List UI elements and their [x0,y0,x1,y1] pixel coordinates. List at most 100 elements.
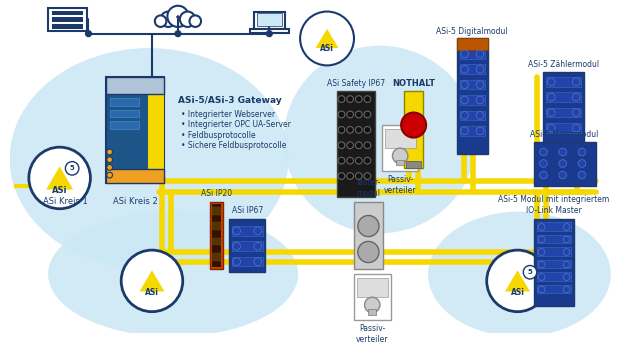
Bar [106,169,164,183]
Circle shape [540,171,547,179]
Circle shape [559,171,566,179]
Circle shape [338,127,345,133]
Bar [148,77,164,183]
Ellipse shape [428,212,611,337]
Circle shape [540,148,547,156]
Circle shape [364,157,371,164]
Circle shape [563,224,570,230]
Circle shape [266,31,272,37]
Bar [212,204,221,267]
Circle shape [232,227,241,235]
Circle shape [106,157,113,163]
Bar [229,219,265,272]
Circle shape [190,15,201,27]
Circle shape [364,142,371,149]
Bar [106,77,164,94]
Circle shape [392,148,408,164]
Circle shape [364,96,371,102]
Circle shape [338,96,345,102]
Text: ASi Safety IP67: ASi Safety IP67 [327,80,385,89]
Circle shape [461,81,469,89]
Circle shape [346,127,353,133]
Polygon shape [505,270,530,291]
Circle shape [254,258,261,265]
Bar [254,11,285,29]
Circle shape [254,227,261,235]
Bar [212,238,221,245]
Circle shape [338,173,345,180]
Circle shape [338,142,345,149]
Bar [537,260,571,268]
Text: NOTHALT: NOTHALT [392,79,435,88]
Bar [257,13,282,26]
Text: ASi-5 Zählermodul: ASi-5 Zählermodul [528,60,599,69]
Circle shape [346,96,353,102]
Text: • Sichere Feldbusprotocolle: • Sichere Feldbusprotocolle [181,142,286,151]
Circle shape [232,258,241,265]
Bar [546,123,581,133]
Ellipse shape [284,46,476,233]
Circle shape [538,236,545,243]
Circle shape [365,297,380,313]
Bar [106,77,164,183]
Circle shape [524,265,537,279]
Bar [537,235,571,243]
Circle shape [155,15,166,27]
Bar [457,38,488,50]
Circle shape [355,111,362,118]
Text: • Feldbusprotocolle: • Feldbusprotocolle [181,131,255,140]
Circle shape [538,249,545,255]
Circle shape [476,81,484,89]
Bar [357,278,387,297]
Circle shape [476,111,484,119]
Circle shape [358,216,379,237]
Circle shape [364,111,371,118]
Circle shape [86,31,91,37]
Text: Taster-
modul: Taster- modul [356,178,381,198]
Bar [406,161,421,169]
Circle shape [232,243,241,250]
Circle shape [461,50,469,58]
Circle shape [461,96,469,104]
Circle shape [540,160,547,167]
Bar [52,11,83,15]
Bar [369,309,376,315]
Bar [534,142,597,186]
Ellipse shape [9,48,289,269]
Bar [110,121,139,129]
Circle shape [572,78,580,85]
Circle shape [106,149,113,155]
Circle shape [346,111,353,118]
Bar [460,95,485,105]
Circle shape [364,173,371,180]
Circle shape [346,142,353,149]
Bar [544,72,584,144]
Circle shape [538,286,545,293]
Bar [110,110,139,117]
Circle shape [578,160,586,167]
Bar [537,247,571,256]
Text: ASi: ASi [320,44,334,53]
Circle shape [346,173,353,180]
Polygon shape [46,166,73,190]
Circle shape [29,147,91,209]
Circle shape [563,236,570,243]
Text: ASi: ASi [52,186,67,195]
Text: 5: 5 [70,165,74,171]
Bar [385,129,416,148]
Circle shape [461,65,469,73]
Circle shape [572,93,580,101]
Bar [232,226,263,236]
Circle shape [572,109,580,116]
Circle shape [578,148,586,156]
Bar [382,125,418,171]
Text: • Integrierter Webserver: • Integrierter Webserver [181,110,275,119]
Bar [537,285,571,293]
Circle shape [461,127,469,135]
Circle shape [476,127,484,135]
Circle shape [538,224,545,230]
Text: ASi IP20: ASi IP20 [201,189,232,198]
Circle shape [106,172,113,178]
Circle shape [476,96,484,104]
Circle shape [538,274,545,280]
